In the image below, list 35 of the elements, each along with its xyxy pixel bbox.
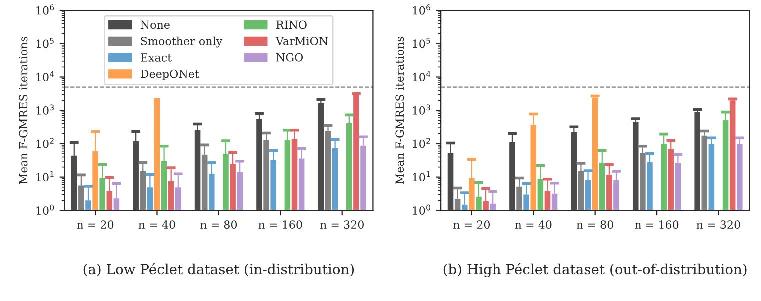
legend-label: NGO [276, 53, 304, 62]
text: (b) High Péclet dataset (out-of-distribution) [444, 263, 747, 278]
x-tick-label: n = 80 [576, 220, 614, 230]
text: (a) Low Péclet dataset (in-distribution) [84, 263, 354, 277]
legend-label: Smoother only [141, 36, 223, 48]
x-tick-label: n = 20 [453, 220, 490, 230]
legend-label: Exact [140, 54, 172, 62]
y-tick-label: 10$^{1}$ [36, 172, 54, 182]
y-tick-label: 10$^{4}$ [36, 71, 54, 82]
y-tick-label: 10$^{2}$ [413, 138, 430, 148]
legend-label: None [140, 20, 170, 30]
x-tick-label: n = 320 [696, 220, 740, 230]
x-tick-label: n = 20 [77, 220, 114, 230]
y-tick-label: 10$^{6}$ [36, 4, 54, 15]
y-tick-label: 10$^{1}$ [413, 172, 430, 182]
y-tick-label: 10$^{0}$ [36, 204, 54, 215]
x-tick-label: n = 160 [258, 220, 302, 230]
y-axis-title: Mean F-GMRES iterations [19, 37, 28, 184]
x-tick-label: n = 40 [138, 220, 176, 230]
legend-label: RINO [276, 20, 307, 30]
y-tick-label: 10$^{0}$ [413, 204, 430, 215]
x-tick-label: n = 160 [635, 220, 679, 230]
y-tick-label: 10$^{6}$ [413, 4, 430, 15]
y-tick-label: 10$^{2}$ [36, 138, 54, 148]
y-axis-title: Mean F-GMRES iterations [396, 37, 404, 184]
x-tick-label: n = 80 [200, 220, 238, 230]
y-tick-label: 10$^{5}$ [36, 38, 54, 48]
y-tick-label: 10$^{3}$ [36, 104, 54, 115]
x-tick-label: n = 40 [515, 220, 552, 230]
legend-label: DeepONet [140, 70, 200, 80]
y-tick-label: 10$^{3}$ [413, 104, 430, 115]
y-tick-label: 10$^{4}$ [413, 71, 431, 82]
y-tick-label: 10$^{5}$ [413, 38, 430, 48]
legend-label: VarMiON [276, 37, 328, 46]
x-tick-label: n = 320 [320, 220, 364, 230]
